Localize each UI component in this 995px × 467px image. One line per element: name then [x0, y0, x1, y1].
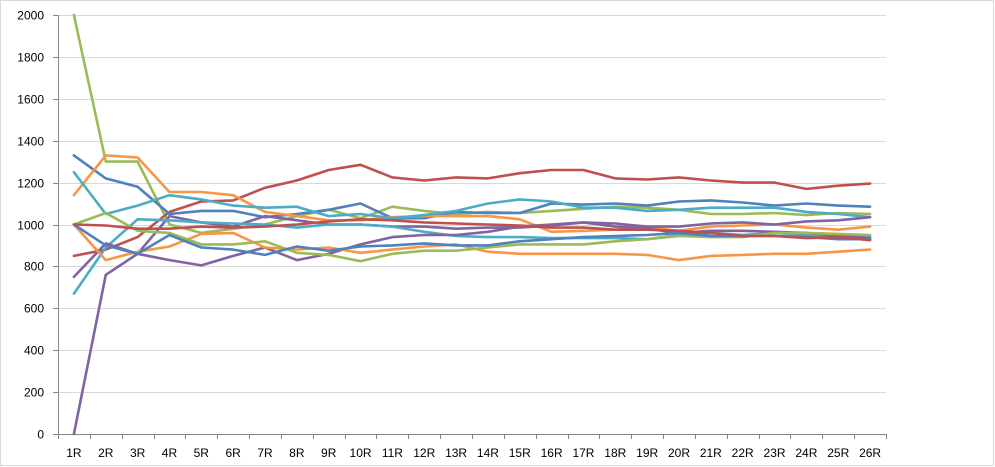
axes [53, 15, 887, 439]
x-tick-label: 25R [827, 446, 849, 460]
series-line-4 [72, 154, 872, 234]
x-tick-label: 9R [321, 446, 337, 460]
y-tick-label: 1000 [17, 219, 44, 233]
y-tick-label: 400 [24, 344, 44, 358]
x-tick-label: 4R [162, 446, 178, 460]
x-tick-label: 7R [257, 446, 273, 460]
y-tick-labels: 0 200 400 600 800 1000 1200 1400 1600 1800 2000 [17, 9, 44, 442]
x-tick-label: 10R [350, 446, 372, 460]
series-line-3 [72, 154, 872, 220]
x-tick-labels: 1R 2R 3R 4R 5R 6R 7R 8R 9R 10R 11R 12R 13R 14R 15R 16R 1… [66, 446, 881, 460]
x-tick-label: 6R [225, 446, 241, 460]
x-tick-label: 5R [194, 446, 210, 460]
x-tick-label: 3R [130, 446, 146, 460]
x-tick-label: 1R [66, 446, 82, 460]
y-tick-label: 0 [37, 428, 44, 442]
y-tick-label: 800 [24, 260, 44, 274]
x-tick-label: 24R [795, 446, 817, 460]
x-tick-label: 19R [636, 446, 658, 460]
x-tick-label: 13R [445, 446, 467, 460]
x-tick-label: 16R [541, 446, 563, 460]
x-tick-label: 22R [732, 446, 754, 460]
y-tick-label: 1400 [17, 135, 44, 149]
x-tick-label: 17R [572, 446, 594, 460]
x-tick-label: 14R [477, 446, 499, 460]
x-tick-label: 8R [289, 446, 305, 460]
series-line-5 [72, 170, 872, 220]
series-lines [72, 13, 872, 436]
x-tick-label: 26R [859, 446, 881, 460]
series-line-1 [72, 13, 872, 235]
x-tick-label: 23R [764, 446, 786, 460]
x-tick-label: 20R [668, 446, 690, 460]
x-tick-label: 15R [509, 446, 531, 460]
y-tick-label: 1800 [17, 51, 44, 65]
y-tick-label: 200 [24, 386, 44, 400]
series-line-8 [72, 221, 872, 279]
x-tick-label: 18R [604, 446, 626, 460]
y-tick-label: 600 [24, 302, 44, 316]
series-line-12 [72, 218, 872, 242]
x-tick-label: 12R [413, 446, 435, 460]
x-tick-label: 2R [98, 446, 114, 460]
y-tick-label: 2000 [17, 9, 44, 23]
x-tick-label: 11R [382, 446, 403, 460]
y-tick-label: 1200 [17, 177, 44, 191]
x-tick-label: 21R [700, 446, 722, 460]
y-tick-label: 1600 [17, 93, 44, 107]
